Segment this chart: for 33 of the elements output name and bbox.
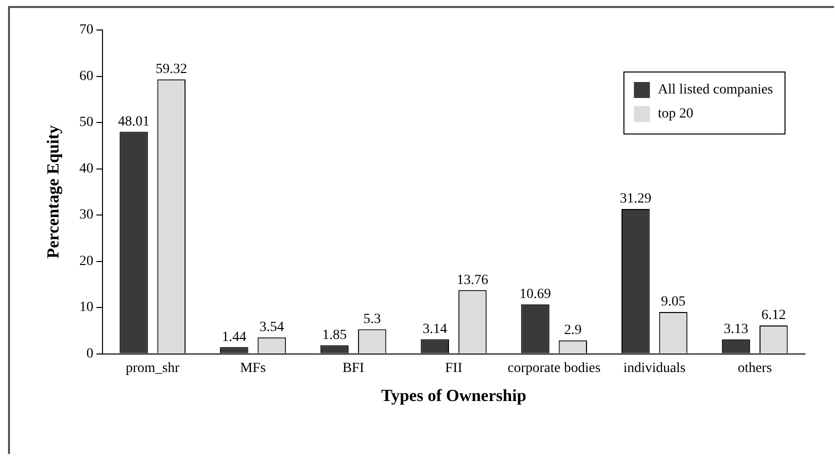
- data-label: 48.01: [118, 114, 150, 130]
- data-label: 1.44: [222, 330, 246, 345]
- x-tick-label: corporate bodies: [508, 360, 601, 376]
- y-tick-label: 60: [79, 68, 94, 84]
- y-tick-label: 0: [86, 346, 94, 362]
- legend-label: All listed companies: [658, 82, 774, 98]
- y-tick-label: 40: [79, 161, 94, 176]
- data-label: 31.29: [620, 192, 652, 207]
- y-tick-label: 10: [79, 300, 94, 316]
- data-label: 2.9: [564, 323, 582, 338]
- data-label: 5.3: [363, 312, 381, 327]
- y-tick-label: 30: [79, 208, 94, 223]
- y-tick-label: 50: [79, 115, 94, 130]
- y-tick-label: 20: [79, 254, 94, 269]
- x-tick-label: BFI: [342, 360, 365, 376]
- y-tick-label: 70: [79, 22, 94, 38]
- x-tick-label: FII: [445, 360, 463, 376]
- data-label: 6.12: [761, 308, 786, 324]
- x-axis-title: Types of Ownership: [381, 386, 526, 406]
- x-tick-label: MFs: [240, 360, 266, 376]
- data-label: 9.05: [661, 294, 686, 310]
- data-label: 10.69: [520, 287, 551, 302]
- y-axis-title: Percentage Equity: [44, 124, 63, 259]
- data-label: 3.13: [724, 322, 748, 337]
- data-label: 13.76: [456, 272, 488, 288]
- x-tick-label: individuals: [623, 360, 686, 376]
- x-tick-label: prom_shr: [126, 360, 180, 376]
- data-label: 3.54: [260, 320, 284, 336]
- data-label: 3.14: [422, 322, 448, 337]
- data-label: 59.32: [156, 62, 188, 78]
- data-label: 1.85: [322, 328, 347, 343]
- x-tick-label: others: [738, 360, 772, 376]
- legend-label: top 20: [658, 106, 694, 122]
